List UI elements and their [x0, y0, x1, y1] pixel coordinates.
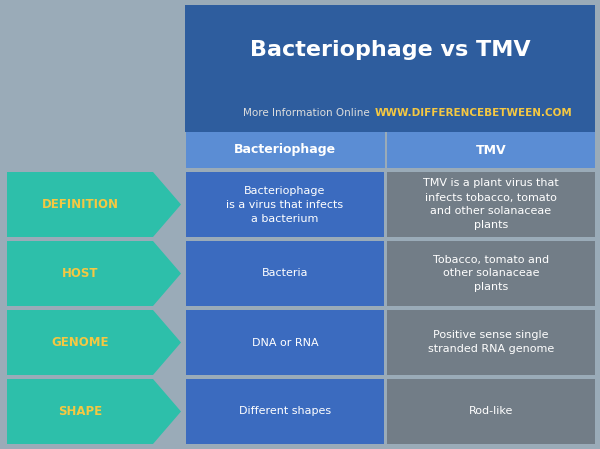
Text: Positive sense single
stranded RNA genome: Positive sense single stranded RNA genom…: [428, 330, 554, 355]
Bar: [186, 379, 384, 444]
Text: More Information Online: More Information Online: [243, 109, 370, 119]
Text: SHAPE: SHAPE: [58, 405, 102, 418]
Text: Rod-like: Rod-like: [469, 406, 513, 417]
Polygon shape: [7, 379, 181, 444]
Text: Different shapes: Different shapes: [239, 406, 331, 417]
Bar: [186, 172, 384, 237]
Bar: [387, 379, 595, 444]
Bar: [185, 5, 595, 132]
Text: DNA or RNA: DNA or RNA: [251, 338, 319, 348]
Text: Bacteriophage: Bacteriophage: [234, 144, 336, 157]
Text: Bacteriophage vs TMV: Bacteriophage vs TMV: [250, 40, 530, 60]
Text: Bacteriophage
is a virus that infects
a bacterium: Bacteriophage is a virus that infects a …: [226, 185, 344, 224]
Text: DEFINITION: DEFINITION: [41, 198, 119, 211]
Bar: [387, 172, 595, 237]
Bar: [385, 132, 387, 168]
Text: Bacteria: Bacteria: [262, 269, 308, 278]
Bar: [387, 241, 595, 306]
Bar: [186, 132, 595, 168]
Text: HOST: HOST: [62, 267, 98, 280]
Bar: [186, 241, 384, 306]
Polygon shape: [7, 241, 181, 306]
Bar: [186, 310, 384, 375]
Text: GENOME: GENOME: [51, 336, 109, 349]
Bar: [387, 310, 595, 375]
Text: TMV is a plant virus that
infects tobacco, tomato
and other solanaceae
plants: TMV is a plant virus that infects tobacc…: [423, 179, 559, 230]
Text: WWW.DIFFERENCEBETWEEN.COM: WWW.DIFFERENCEBETWEEN.COM: [375, 109, 573, 119]
Polygon shape: [7, 310, 181, 375]
Text: Tobacco, tomato and
other solanaceae
plants: Tobacco, tomato and other solanaceae pla…: [433, 255, 549, 292]
Polygon shape: [7, 172, 181, 237]
Text: TMV: TMV: [476, 144, 506, 157]
